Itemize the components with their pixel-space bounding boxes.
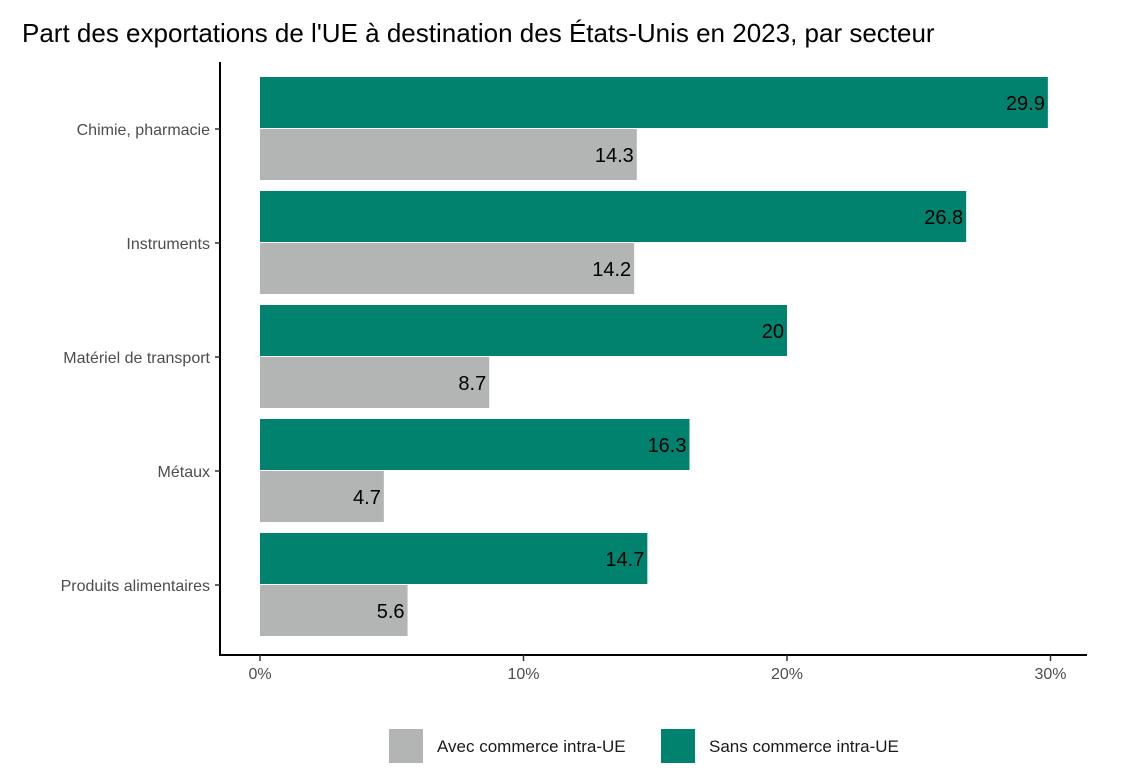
y-tick-label: Métaux	[158, 464, 210, 481]
bar-sans	[260, 533, 648, 584]
data-label: 26.8	[924, 207, 963, 229]
bar-avec	[260, 585, 408, 636]
x-tick-label: 30%	[1034, 666, 1066, 683]
bar-avec	[260, 471, 384, 522]
data-label: 14.7	[605, 549, 644, 571]
bars-layer: 29.9 14.3 26.8 14.2 20 8.7 16.3 4.7 14.7 5.6	[260, 77, 1048, 636]
bar-sans	[260, 305, 787, 356]
data-label: 14.2	[592, 259, 631, 281]
legend-label-avec: Avec commerce intra-UE	[437, 737, 626, 756]
bar-sans	[260, 419, 690, 470]
bar-sans	[260, 77, 1048, 128]
legend-label-sans: Sans commerce intra-UE	[709, 737, 899, 756]
x-tick-label: 20%	[771, 666, 803, 683]
x-tick-label: 10%	[507, 666, 539, 683]
y-axis-ticks: Chimie, pharmacie Instruments Matériel de …	[61, 122, 220, 595]
y-tick-label: Matériel de transport	[63, 350, 210, 367]
legend: Avec commerce intra-UE Sans commerce int…	[389, 729, 899, 763]
data-label: 20	[762, 321, 784, 343]
x-tick-label: 0%	[248, 666, 271, 683]
data-label: 4.7	[353, 487, 381, 509]
data-label: 29.9	[1006, 93, 1045, 115]
bar-avec	[260, 129, 637, 180]
y-tick-label: Instruments	[126, 236, 210, 253]
chart-title: Part des exportations de l'UE à destinat…	[22, 18, 935, 48]
data-label: 14.3	[595, 145, 634, 167]
bar-sans	[260, 191, 967, 242]
bar-avec	[260, 357, 490, 408]
data-label: 8.7	[458, 373, 486, 395]
legend-swatch-sans	[661, 729, 695, 763]
data-label: 5.6	[377, 601, 405, 623]
legend-swatch-avec	[389, 729, 423, 763]
y-tick-label: Produits alimentaires	[61, 578, 210, 595]
x-axis-ticks: 0% 10% 20% 30%	[248, 655, 1067, 683]
bar-avec	[260, 243, 635, 294]
data-label: 16.3	[648, 435, 687, 457]
y-tick-label: Chimie, pharmacie	[77, 122, 210, 139]
